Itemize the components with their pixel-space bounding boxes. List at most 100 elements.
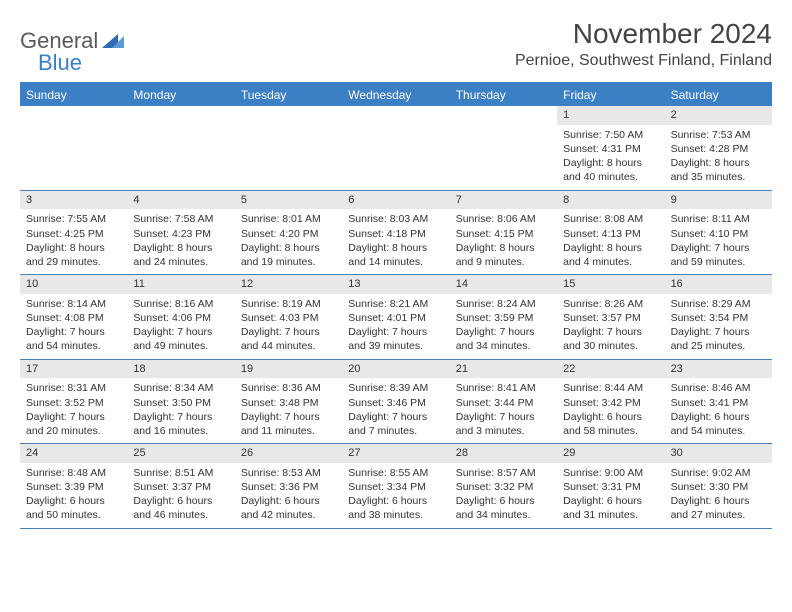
day-content: Sunrise: 8:57 AMSunset: 3:32 PMDaylight:…: [450, 463, 557, 528]
day-content: Sunrise: 8:08 AMSunset: 4:13 PMDaylight:…: [557, 209, 664, 274]
days-of-week-row: SundayMondayTuesdayWednesdayThursdayFrid…: [20, 84, 772, 106]
day-sunset: Sunset: 3:57 PM: [563, 311, 658, 325]
dow-tuesday: Tuesday: [235, 84, 342, 106]
day-number: 23: [665, 360, 772, 379]
day-empty: [450, 106, 557, 190]
day-daylight1: Daylight: 8 hours: [26, 241, 121, 255]
day-daylight2: and 16 minutes.: [133, 424, 228, 438]
day-daylight2: and 24 minutes.: [133, 255, 228, 269]
day-daylight2: and 9 minutes.: [456, 255, 551, 269]
day-daylight2: and 27 minutes.: [671, 508, 766, 522]
day-number: 5: [235, 191, 342, 210]
day-daylight2: and 25 minutes.: [671, 339, 766, 353]
day-content: Sunrise: 8:24 AMSunset: 3:59 PMDaylight:…: [450, 294, 557, 359]
day-7: 7Sunrise: 8:06 AMSunset: 4:15 PMDaylight…: [450, 191, 557, 275]
day-number-empty: [235, 106, 342, 125]
day-content: Sunrise: 7:53 AMSunset: 4:28 PMDaylight:…: [665, 125, 772, 190]
day-daylight1: Daylight: 7 hours: [26, 325, 121, 339]
day-content: Sunrise: 8:46 AMSunset: 3:41 PMDaylight:…: [665, 378, 772, 443]
week-row: 24Sunrise: 8:48 AMSunset: 3:39 PMDayligh…: [20, 444, 772, 529]
day-sunset: Sunset: 4:13 PM: [563, 227, 658, 241]
day-number: 29: [557, 444, 664, 463]
day-content: Sunrise: 8:03 AMSunset: 4:18 PMDaylight:…: [342, 209, 449, 274]
day-number: 1: [557, 106, 664, 125]
day-number: 15: [557, 275, 664, 294]
day-daylight2: and 34 minutes.: [456, 508, 551, 522]
day-sunrise: Sunrise: 8:03 AM: [348, 212, 443, 226]
day-daylight1: Daylight: 6 hours: [456, 494, 551, 508]
day-daylight1: Daylight: 8 hours: [133, 241, 228, 255]
day-sunset: Sunset: 3:39 PM: [26, 480, 121, 494]
day-daylight1: Daylight: 6 hours: [671, 494, 766, 508]
day-number-empty: [127, 106, 234, 125]
day-sunset: Sunset: 4:03 PM: [241, 311, 336, 325]
day-daylight2: and 4 minutes.: [563, 255, 658, 269]
day-number: 21: [450, 360, 557, 379]
day-sunset: Sunset: 3:32 PM: [456, 480, 551, 494]
day-number: 8: [557, 191, 664, 210]
day-9: 9Sunrise: 8:11 AMSunset: 4:10 PMDaylight…: [665, 191, 772, 275]
day-daylight2: and 59 minutes.: [671, 255, 766, 269]
day-content: Sunrise: 8:06 AMSunset: 4:15 PMDaylight:…: [450, 209, 557, 274]
day-20: 20Sunrise: 8:39 AMSunset: 3:46 PMDayligh…: [342, 360, 449, 444]
day-empty: [235, 106, 342, 190]
day-daylight1: Daylight: 7 hours: [456, 410, 551, 424]
day-sunset: Sunset: 4:01 PM: [348, 311, 443, 325]
day-number: 11: [127, 275, 234, 294]
day-content: Sunrise: 8:48 AMSunset: 3:39 PMDaylight:…: [20, 463, 127, 528]
day-daylight1: Daylight: 6 hours: [563, 410, 658, 424]
day-number: 14: [450, 275, 557, 294]
day-4: 4Sunrise: 7:58 AMSunset: 4:23 PMDaylight…: [127, 191, 234, 275]
day-daylight2: and 49 minutes.: [133, 339, 228, 353]
day-daylight1: Daylight: 6 hours: [241, 494, 336, 508]
day-daylight1: Daylight: 7 hours: [456, 325, 551, 339]
day-daylight2: and 14 minutes.: [348, 255, 443, 269]
day-daylight2: and 29 minutes.: [26, 255, 121, 269]
day-1: 1Sunrise: 7:50 AMSunset: 4:31 PMDaylight…: [557, 106, 664, 190]
day-19: 19Sunrise: 8:36 AMSunset: 3:48 PMDayligh…: [235, 360, 342, 444]
day-number: 17: [20, 360, 127, 379]
day-sunset: Sunset: 3:50 PM: [133, 396, 228, 410]
day-number: 10: [20, 275, 127, 294]
day-sunrise: Sunrise: 9:00 AM: [563, 466, 658, 480]
day-empty: [342, 106, 449, 190]
day-daylight2: and 3 minutes.: [456, 424, 551, 438]
dow-friday: Friday: [557, 84, 664, 106]
day-number: 26: [235, 444, 342, 463]
day-content: Sunrise: 8:36 AMSunset: 3:48 PMDaylight:…: [235, 378, 342, 443]
day-sunset: Sunset: 3:46 PM: [348, 396, 443, 410]
day-number: 20: [342, 360, 449, 379]
day-5: 5Sunrise: 8:01 AMSunset: 4:20 PMDaylight…: [235, 191, 342, 275]
day-daylight2: and 44 minutes.: [241, 339, 336, 353]
day-content: Sunrise: 8:31 AMSunset: 3:52 PMDaylight:…: [20, 378, 127, 443]
day-sunrise: Sunrise: 8:55 AM: [348, 466, 443, 480]
dow-thursday: Thursday: [450, 84, 557, 106]
day-daylight1: Daylight: 7 hours: [26, 410, 121, 424]
day-daylight1: Daylight: 8 hours: [563, 156, 658, 170]
week-row: 17Sunrise: 8:31 AMSunset: 3:52 PMDayligh…: [20, 360, 772, 445]
day-number-empty: [20, 106, 127, 125]
day-number: 6: [342, 191, 449, 210]
day-daylight1: Daylight: 6 hours: [348, 494, 443, 508]
day-number: 16: [665, 275, 772, 294]
day-number: 19: [235, 360, 342, 379]
day-daylight2: and 54 minutes.: [671, 424, 766, 438]
day-daylight2: and 58 minutes.: [563, 424, 658, 438]
day-sunrise: Sunrise: 8:48 AM: [26, 466, 121, 480]
day-content: Sunrise: 8:19 AMSunset: 4:03 PMDaylight:…: [235, 294, 342, 359]
day-content: Sunrise: 8:11 AMSunset: 4:10 PMDaylight:…: [665, 209, 772, 274]
day-sunrise: Sunrise: 8:24 AM: [456, 297, 551, 311]
day-number: 4: [127, 191, 234, 210]
day-content: Sunrise: 7:55 AMSunset: 4:25 PMDaylight:…: [20, 209, 127, 274]
day-number: 13: [342, 275, 449, 294]
day-sunrise: Sunrise: 8:46 AM: [671, 381, 766, 395]
day-sunrise: Sunrise: 8:31 AM: [26, 381, 121, 395]
day-27: 27Sunrise: 8:55 AMSunset: 3:34 PMDayligh…: [342, 444, 449, 528]
day-content: Sunrise: 8:51 AMSunset: 3:37 PMDaylight:…: [127, 463, 234, 528]
day-daylight1: Daylight: 7 hours: [671, 241, 766, 255]
day-26: 26Sunrise: 8:53 AMSunset: 3:36 PMDayligh…: [235, 444, 342, 528]
day-daylight2: and 30 minutes.: [563, 339, 658, 353]
day-number: 12: [235, 275, 342, 294]
day-15: 15Sunrise: 8:26 AMSunset: 3:57 PMDayligh…: [557, 275, 664, 359]
day-sunset: Sunset: 3:54 PM: [671, 311, 766, 325]
